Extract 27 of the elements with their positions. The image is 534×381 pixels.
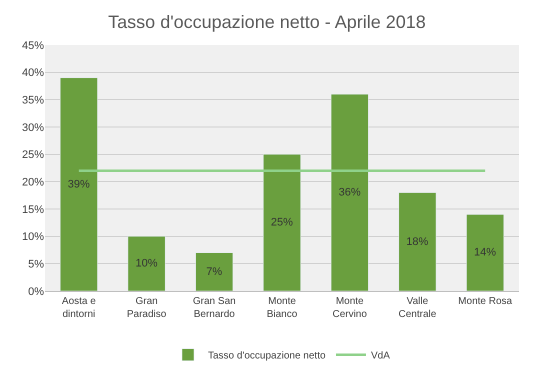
y-tick-label: 15%: [22, 204, 44, 216]
legend-label: Tasso d'occupazione netto: [208, 350, 326, 362]
y-tick-label: 10%: [22, 231, 44, 244]
chart-title: Tasso d'occupazione netto - Aprile 2018: [108, 12, 426, 32]
x-tick-label: Monte Bianco: [266, 296, 298, 320]
y-tick-label: 45%: [22, 40, 44, 52]
y-tick-label: 25%: [22, 149, 44, 162]
y-tick-label: 20%: [22, 176, 44, 189]
y-tick-label: 0%: [28, 286, 44, 298]
y-tick-label: 30%: [22, 122, 44, 134]
data-label: 18%: [406, 236, 429, 248]
x-tick-label: Valle Centrale: [398, 296, 437, 320]
x-tick-label: Aosta e dintorni: [62, 296, 96, 320]
data-label: 25%: [270, 216, 294, 229]
x-tick-label: Gran Paradiso: [126, 296, 167, 320]
data-label: 39%: [68, 178, 90, 190]
y-tick-label: 35%: [22, 94, 44, 107]
y-tick-label: 5%: [28, 258, 44, 271]
data-label: 14%: [474, 246, 496, 259]
x-tick-label: Monte Cervino: [332, 296, 368, 320]
x-tick-label: Gran San Bernardo: [192, 296, 236, 320]
y-tick-label: 40%: [22, 67, 44, 80]
legend-label: VdA: [370, 350, 390, 362]
data-label: 36%: [338, 186, 361, 199]
data-label: 7%: [206, 266, 222, 278]
x-tick-label: Monte Rosa: [458, 296, 513, 307]
data-label: 10%: [135, 258, 158, 270]
